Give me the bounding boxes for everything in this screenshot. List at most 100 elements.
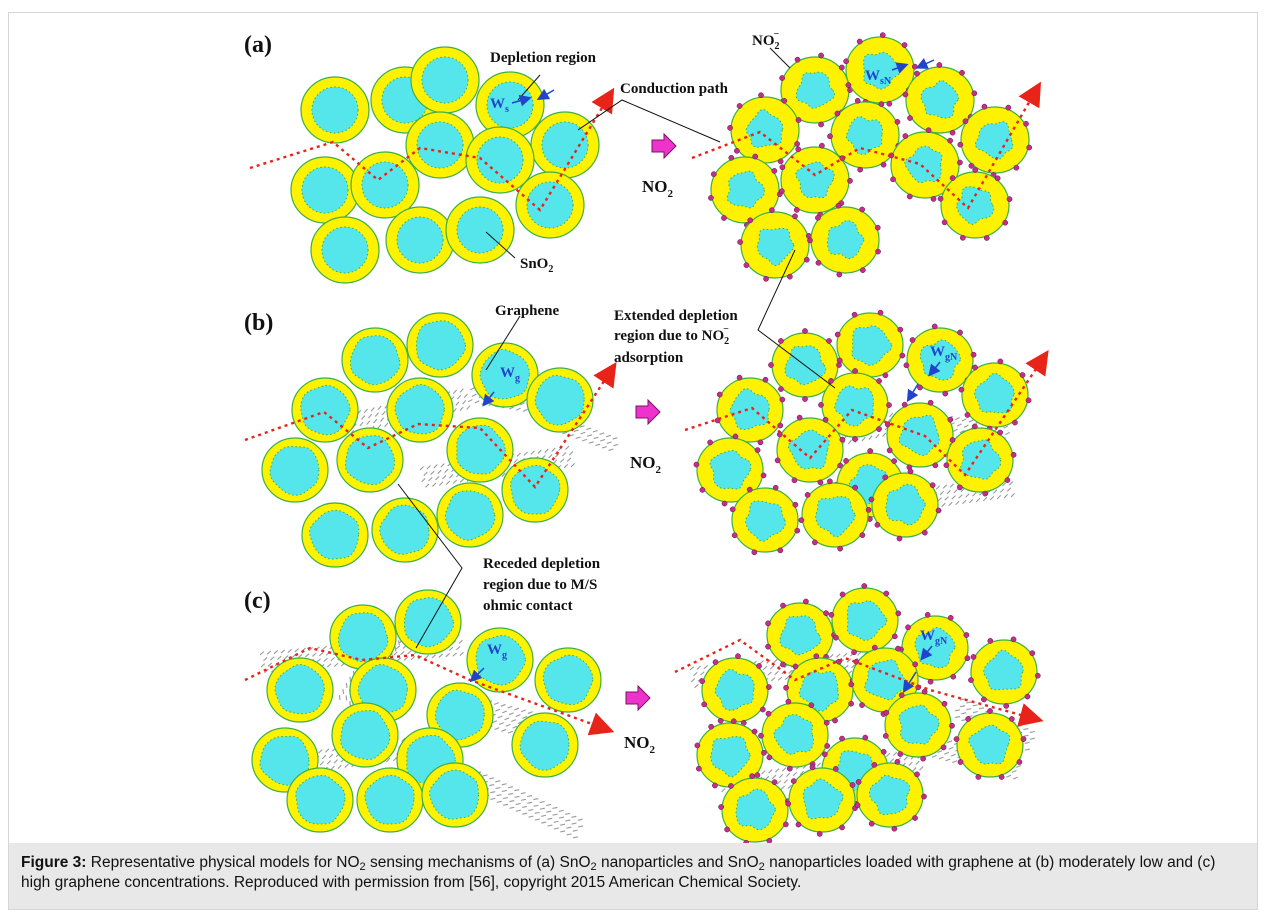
no2-adsorbate [792, 663, 799, 670]
no2-adsorbate [848, 681, 855, 688]
sno2-particle [526, 367, 594, 433]
no2-adsorbate [827, 478, 833, 485]
no2-adsorbate [736, 103, 743, 109]
no2-adsorbate [762, 376, 769, 383]
figure-frame [8, 12, 1258, 910]
no2-adsorbate [868, 820, 875, 827]
leader-extended [757, 249, 836, 389]
sno2-particle [765, 598, 837, 672]
no2-adsorbate [949, 437, 956, 443]
sno2-particle [465, 126, 535, 194]
no2-adsorbate [790, 778, 797, 784]
no2-adsorbate [785, 698, 792, 705]
sno2-particle [301, 502, 369, 568]
receded-depletion-line2: region due to M/S [483, 577, 597, 593]
wg-arrow [482, 391, 495, 407]
no2-adsorbate [878, 101, 885, 107]
no2-adsorbate [852, 436, 858, 442]
no2-adsorbate [972, 167, 979, 173]
no2-adsorbate [787, 273, 793, 280]
no2-adsorbate [778, 386, 784, 392]
no2-adsorbate [794, 56, 801, 63]
sno2-particle [394, 589, 462, 655]
no2-adsorbate [785, 800, 792, 807]
no2-adsorbate [1010, 451, 1017, 458]
no2-adsorbate [862, 734, 869, 741]
sno2-particle [699, 653, 772, 726]
no2-gas-label-c: NO2 [624, 733, 656, 756]
no2-adsorbate [780, 661, 786, 668]
no2-adsorbate [880, 161, 887, 168]
no2-adsorbate [792, 501, 799, 508]
no2-adsorbate [694, 742, 701, 749]
no2-adsorbate [718, 804, 724, 810]
no2-adsorbate [809, 764, 816, 771]
no2-adsorbate [730, 718, 737, 725]
sno2-particle [511, 712, 579, 778]
no2-adsorbate [924, 611, 931, 618]
no2-gas-label-a: NO2 [642, 177, 674, 200]
no2-adsorbate [886, 402, 892, 408]
no2-adsorbate [833, 634, 839, 641]
no2-adsorbate [860, 267, 866, 273]
no2-adsorbate [693, 461, 700, 468]
no2-adsorbate [781, 97, 788, 104]
no2-adsorbate [894, 119, 901, 125]
no2-adsorbate [1034, 672, 1041, 679]
no2-adsorbate [802, 328, 808, 334]
ws-label: Ws [490, 96, 509, 115]
sno2-particle [714, 374, 786, 446]
sno2-particle [888, 127, 963, 202]
sno2-particle [336, 427, 404, 493]
no2-adsorbate [963, 632, 970, 638]
no2-adsorbate [911, 63, 918, 70]
no2-adsorbate [780, 602, 786, 609]
no2-adsorbate [710, 171, 717, 178]
no2-adsorbate [756, 663, 762, 669]
figure-caption: Figure 3: Representative physical models… [9, 843, 1257, 909]
no2-adsorbate [778, 338, 784, 344]
no2-adsorbate [808, 702, 815, 709]
no2-adsorbate [777, 422, 784, 429]
no2-adsorbate [875, 248, 881, 255]
no2-adsorbate [777, 547, 784, 554]
sno2-particle [708, 153, 783, 228]
sno2-particle [729, 484, 801, 556]
conduction-path-line [249, 87, 615, 212]
no2-adsorbate [836, 271, 843, 278]
sno2-label: SnO2 [520, 256, 553, 275]
no2-adsorbate [769, 207, 775, 213]
no2-adsorbate [972, 364, 978, 371]
no2-adsorbate [822, 751, 828, 758]
no2-adsorbate [874, 521, 881, 528]
no2-adsorbate [843, 458, 849, 464]
depletion-region-label: Depletion region [490, 50, 597, 66]
no2-adsorbate [828, 378, 834, 384]
sno2-particle [385, 206, 455, 274]
no2-adsorbate [905, 624, 911, 631]
no2-adsorbate [1006, 196, 1013, 202]
no2-adsorbate [812, 539, 818, 546]
no2-adsorbate [902, 133, 909, 139]
sno2-particle [774, 414, 846, 486]
no2-adsorbate [983, 235, 990, 241]
no2-adsorbate [736, 374, 743, 381]
no2-adsorbate [962, 118, 969, 125]
no2-adsorbate [696, 765, 702, 772]
sno2-particle [405, 111, 475, 179]
no2-adsorbate [981, 696, 987, 703]
no2-adsorbate [724, 826, 730, 833]
no2-adsorbate [898, 692, 905, 699]
no2-adsorbate [751, 549, 758, 556]
sno2-particle [958, 358, 1032, 432]
no2-adsorbate [1023, 120, 1029, 127]
no2-adsorbate [950, 673, 957, 680]
no2-adsorbate [768, 362, 774, 368]
no2-adsorbate [807, 237, 813, 244]
conduction-path-line [684, 350, 1049, 477]
no2-adsorbate [897, 751, 904, 757]
no2-adsorbate [994, 175, 1001, 182]
sno2-particle [300, 76, 370, 144]
wsn-label: WsN [865, 68, 892, 87]
